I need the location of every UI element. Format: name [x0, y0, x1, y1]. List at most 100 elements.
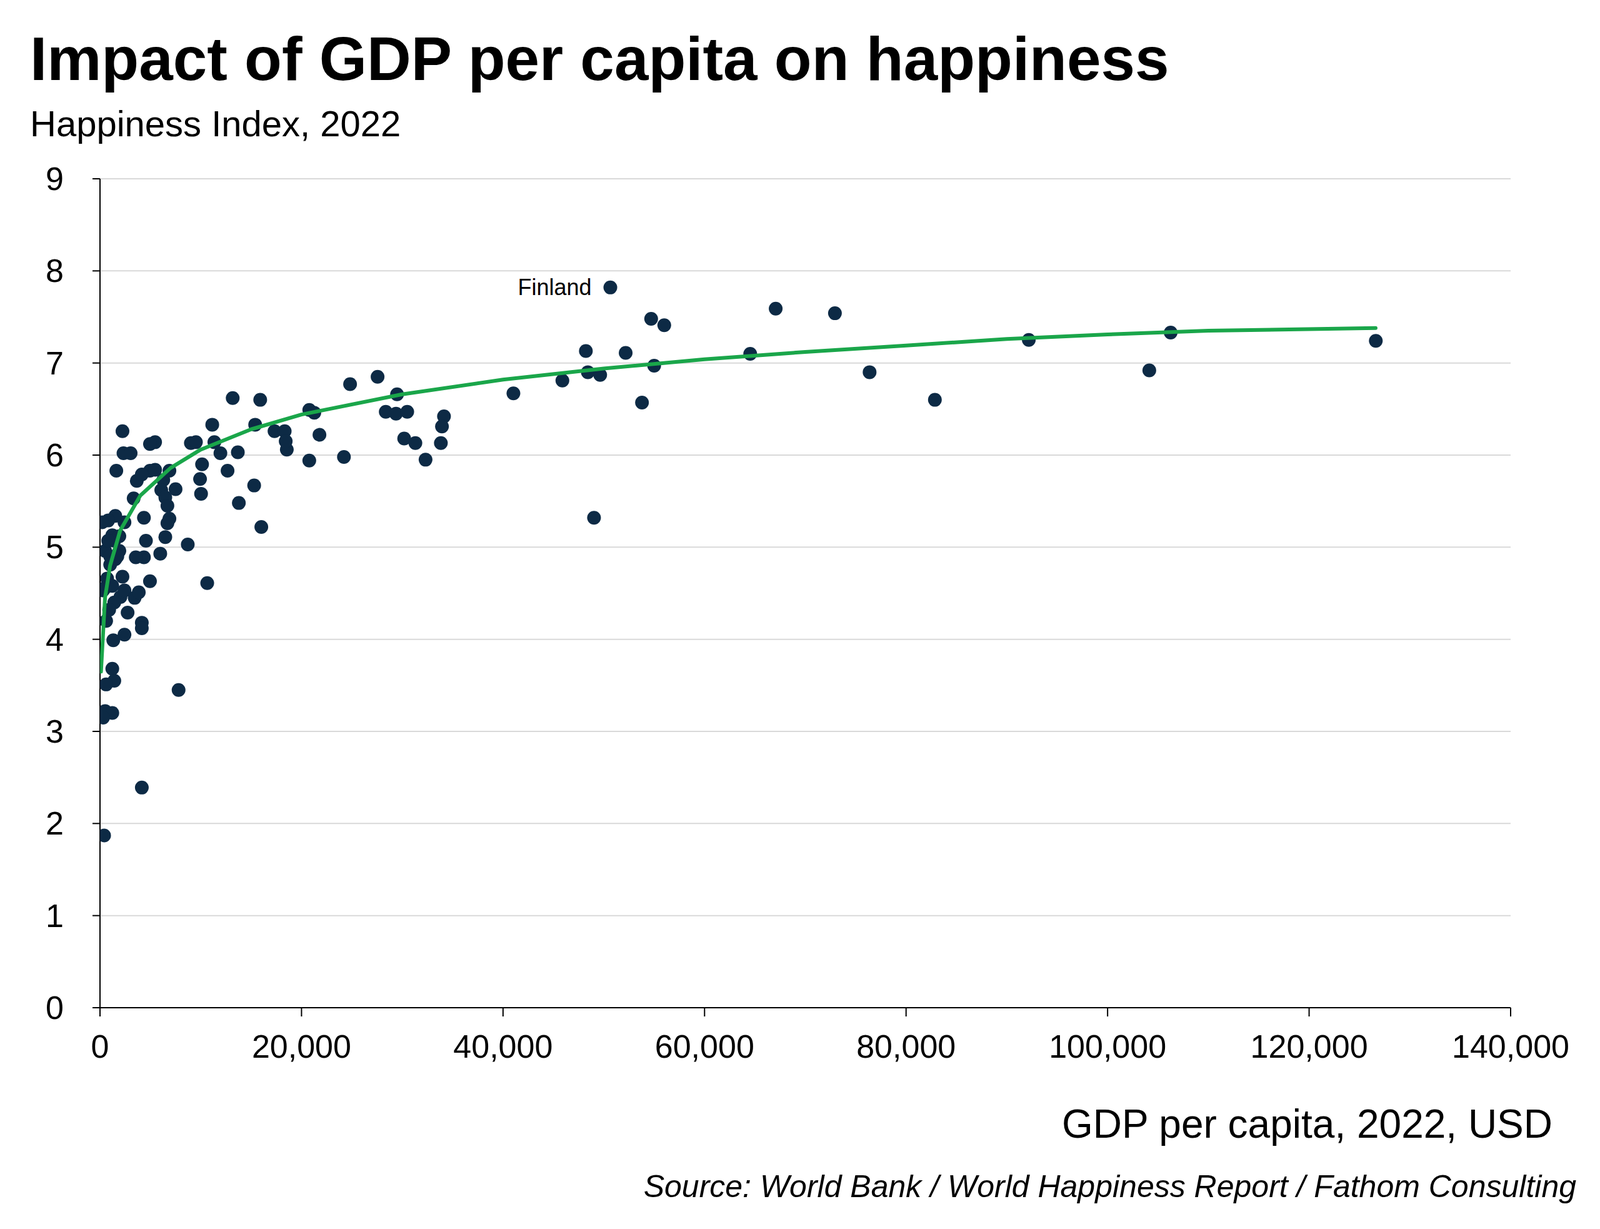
point	[370, 370, 385, 384]
x-tick-label: 140,000	[1451, 1028, 1570, 1065]
point	[862, 365, 877, 379]
x-tick-label: 120,000	[1250, 1028, 1369, 1065]
point	[555, 373, 570, 388]
point	[336, 450, 351, 464]
y-tick	[92, 822, 100, 824]
point	[400, 405, 415, 419]
grid-line	[100, 730, 1511, 732]
y-tick-label: 7	[45, 345, 64, 382]
point	[188, 435, 203, 449]
point	[131, 585, 146, 600]
y-tick	[92, 638, 100, 640]
grid-line	[100, 178, 1511, 180]
point	[180, 537, 195, 552]
subtitle: Happiness Index, 2022	[30, 103, 401, 144]
plot-area	[100, 280, 1383, 843]
y-tick-label: 1	[45, 897, 64, 934]
grid-line	[100, 822, 1511, 824]
point	[135, 780, 149, 795]
x-tick-label: 0	[91, 1028, 110, 1065]
point	[135, 467, 149, 482]
x-tick	[99, 1007, 101, 1017]
point	[128, 550, 143, 565]
chart: Impact of GDP per capita on happiness Hap…	[0, 0, 1600, 1229]
y-tick-label: 0	[45, 989, 64, 1026]
point	[195, 457, 209, 472]
x-tick-label: 20,000	[251, 1028, 352, 1065]
y-tick	[92, 546, 100, 548]
point	[213, 446, 228, 460]
point	[644, 311, 659, 326]
point	[578, 344, 593, 359]
x-tick	[703, 1007, 705, 1017]
point	[205, 417, 220, 432]
point	[106, 633, 120, 647]
trend-line	[101, 328, 1376, 672]
point	[302, 453, 317, 468]
grid-line	[100, 915, 1511, 917]
source: Source: World Bank / World Happiness Rep…	[643, 1168, 1577, 1204]
y-tick-label: 9	[45, 160, 64, 197]
annotation: Finland	[517, 274, 592, 300]
x-axis-title: GDP per capita, 2022, USD	[1061, 1101, 1553, 1147]
point	[231, 496, 246, 510]
point	[828, 306, 842, 320]
point	[139, 533, 154, 548]
y-tick-label: 2	[45, 805, 64, 842]
y-tick-label: 6	[45, 436, 64, 474]
point	[1368, 333, 1383, 348]
point	[408, 436, 423, 450]
x-tick	[1106, 1007, 1109, 1017]
point	[143, 436, 157, 451]
point	[635, 395, 649, 410]
point	[120, 605, 135, 620]
point	[618, 345, 633, 360]
grid-line	[100, 546, 1511, 548]
y-tick	[92, 270, 100, 272]
title: Impact of GDP per capita on happiness	[30, 24, 1169, 94]
point	[123, 446, 138, 460]
point	[200, 576, 215, 590]
y-tick	[92, 915, 100, 917]
point	[225, 391, 240, 405]
y-tick	[92, 730, 100, 732]
x-tick	[1308, 1007, 1310, 1017]
point	[194, 486, 209, 501]
point	[100, 515, 109, 530]
x-tick	[1510, 1007, 1512, 1017]
y-tick	[92, 362, 100, 364]
point	[506, 386, 520, 400]
point	[1142, 363, 1157, 377]
point	[231, 445, 245, 460]
x-tick-label: 40,000	[453, 1028, 553, 1065]
point	[657, 318, 672, 332]
point	[220, 463, 235, 478]
point	[928, 393, 942, 407]
point	[105, 661, 120, 676]
point	[247, 478, 262, 493]
point	[160, 498, 175, 513]
x-tick-label: 80,000	[856, 1028, 956, 1065]
grid-line	[100, 638, 1511, 640]
point	[586, 510, 601, 525]
point	[100, 677, 114, 692]
x-tick	[502, 1007, 504, 1017]
point	[101, 533, 115, 548]
point	[100, 828, 112, 842]
point	[278, 434, 293, 449]
y-tick-label: 8	[45, 252, 64, 289]
point	[158, 530, 172, 544]
point	[418, 452, 433, 467]
y-tick-label: 3	[45, 713, 64, 750]
grid-line	[100, 362, 1511, 364]
point	[115, 424, 130, 439]
point	[109, 463, 124, 478]
point	[153, 546, 167, 561]
y-tick	[92, 178, 100, 180]
point	[343, 377, 357, 392]
grid-line	[100, 270, 1511, 272]
point	[160, 516, 175, 530]
point	[254, 520, 269, 534]
point	[115, 569, 130, 584]
point	[143, 574, 157, 589]
